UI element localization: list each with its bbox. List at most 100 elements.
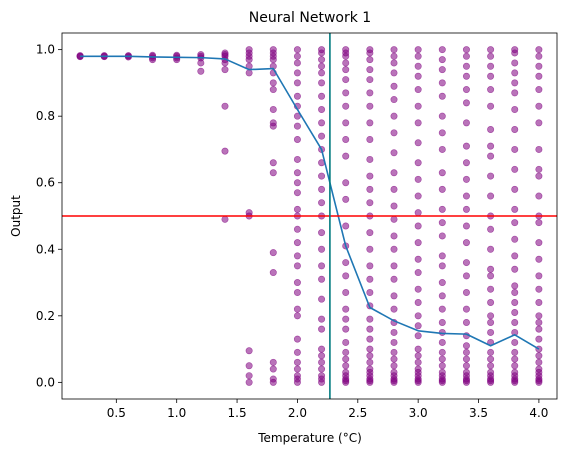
scatter-point [462,62,470,70]
scatter-point [293,239,301,247]
scatter-point [414,62,422,70]
scatter-point [438,92,446,100]
scatter-point [535,145,543,153]
scatter-point [293,135,301,143]
scatter-point [366,172,374,180]
scatter-point [342,195,350,203]
scatter-point [511,355,519,363]
scatter-point [366,185,374,193]
scatter-point [414,72,422,80]
scatter-point [318,229,326,237]
scatter-point [318,132,326,140]
scatter-point [462,86,470,94]
scatter-point [245,372,253,380]
scatter-point [293,52,301,60]
scatter-point [438,252,446,260]
scatter-point [414,159,422,167]
scatter-point [535,285,543,293]
scatter-point [318,295,326,303]
scatter-point [438,262,446,270]
scatter-point [318,358,326,366]
scatter-point [414,365,422,373]
x-tick-label: 1.5 [228,406,247,420]
scatter-point [414,352,422,360]
scatter-point [293,179,301,187]
scatter-point [269,106,277,114]
scatter-point [414,255,422,263]
y-tick-label: 0.4 [36,242,55,256]
scatter-point [414,322,422,330]
scatter-point [269,365,277,373]
scatter-point [318,56,326,64]
scatter-point [318,365,326,373]
scatter-point [414,86,422,94]
scatter-point [318,315,326,323]
scatter-point [462,205,470,213]
scatter-point [462,222,470,230]
scatter-point [438,46,446,54]
scatter-point [293,358,301,366]
scatter-point [414,332,422,340]
scatter-point [511,165,519,173]
scatter-point [390,292,398,300]
scatter-point [511,348,519,356]
scatter-point [269,358,277,366]
scatter-point [414,175,422,183]
x-tick-label: 3.0 [409,406,428,420]
scatter-point [269,269,277,277]
scatter-point [390,305,398,313]
scatter-point [221,147,229,155]
scatter-point [245,378,253,386]
scatter-point [462,368,470,376]
scatter-point [487,192,495,200]
scatter-point [269,375,277,383]
scatter-point [414,269,422,277]
scatter-point [293,189,301,197]
scatter-point [366,56,374,64]
scatter-point [414,358,422,366]
scatter-point [390,202,398,210]
scatter-point [390,46,398,54]
scatter-point [366,76,374,84]
scatter-point [293,122,301,130]
scatter-point [535,239,543,247]
scatter-point [511,338,519,346]
line-layer [62,33,557,399]
scatter-point [366,365,374,373]
scatter-point [487,299,495,307]
scatter-point [342,179,350,187]
scatter-point [366,325,374,333]
scatter-point [487,152,495,160]
scatter-point [318,119,326,127]
scatter-point [293,46,301,54]
scatter-point [487,348,495,356]
plot-frame [61,32,558,400]
scatter-point [487,312,495,320]
scatter-point [269,119,277,127]
scatter-point [462,239,470,247]
x-tick-label: 1.0 [167,406,186,420]
scatter-point [390,262,398,270]
scatter-point [221,66,229,74]
scatter-point [390,348,398,356]
scatter-point [462,99,470,107]
scatter-point [269,159,277,167]
mean-output-line [80,55,540,350]
scatter-point [293,155,301,163]
scatter-point [293,312,301,320]
y-tick-label: 0.0 [36,375,55,389]
scatter-point [438,338,446,346]
scatter-point [366,345,374,353]
scatter-point [438,129,446,137]
scatter-point [511,59,519,67]
scatter-point [318,275,326,283]
scatter-point [293,279,301,287]
scatter-point [342,289,350,297]
scatter-point [438,185,446,193]
scatter-point [390,245,398,253]
scatter-point [535,72,543,80]
scatter-point [245,209,253,217]
scatter-point [318,62,326,70]
scatter-point [511,205,519,213]
scatter-point [414,222,422,230]
